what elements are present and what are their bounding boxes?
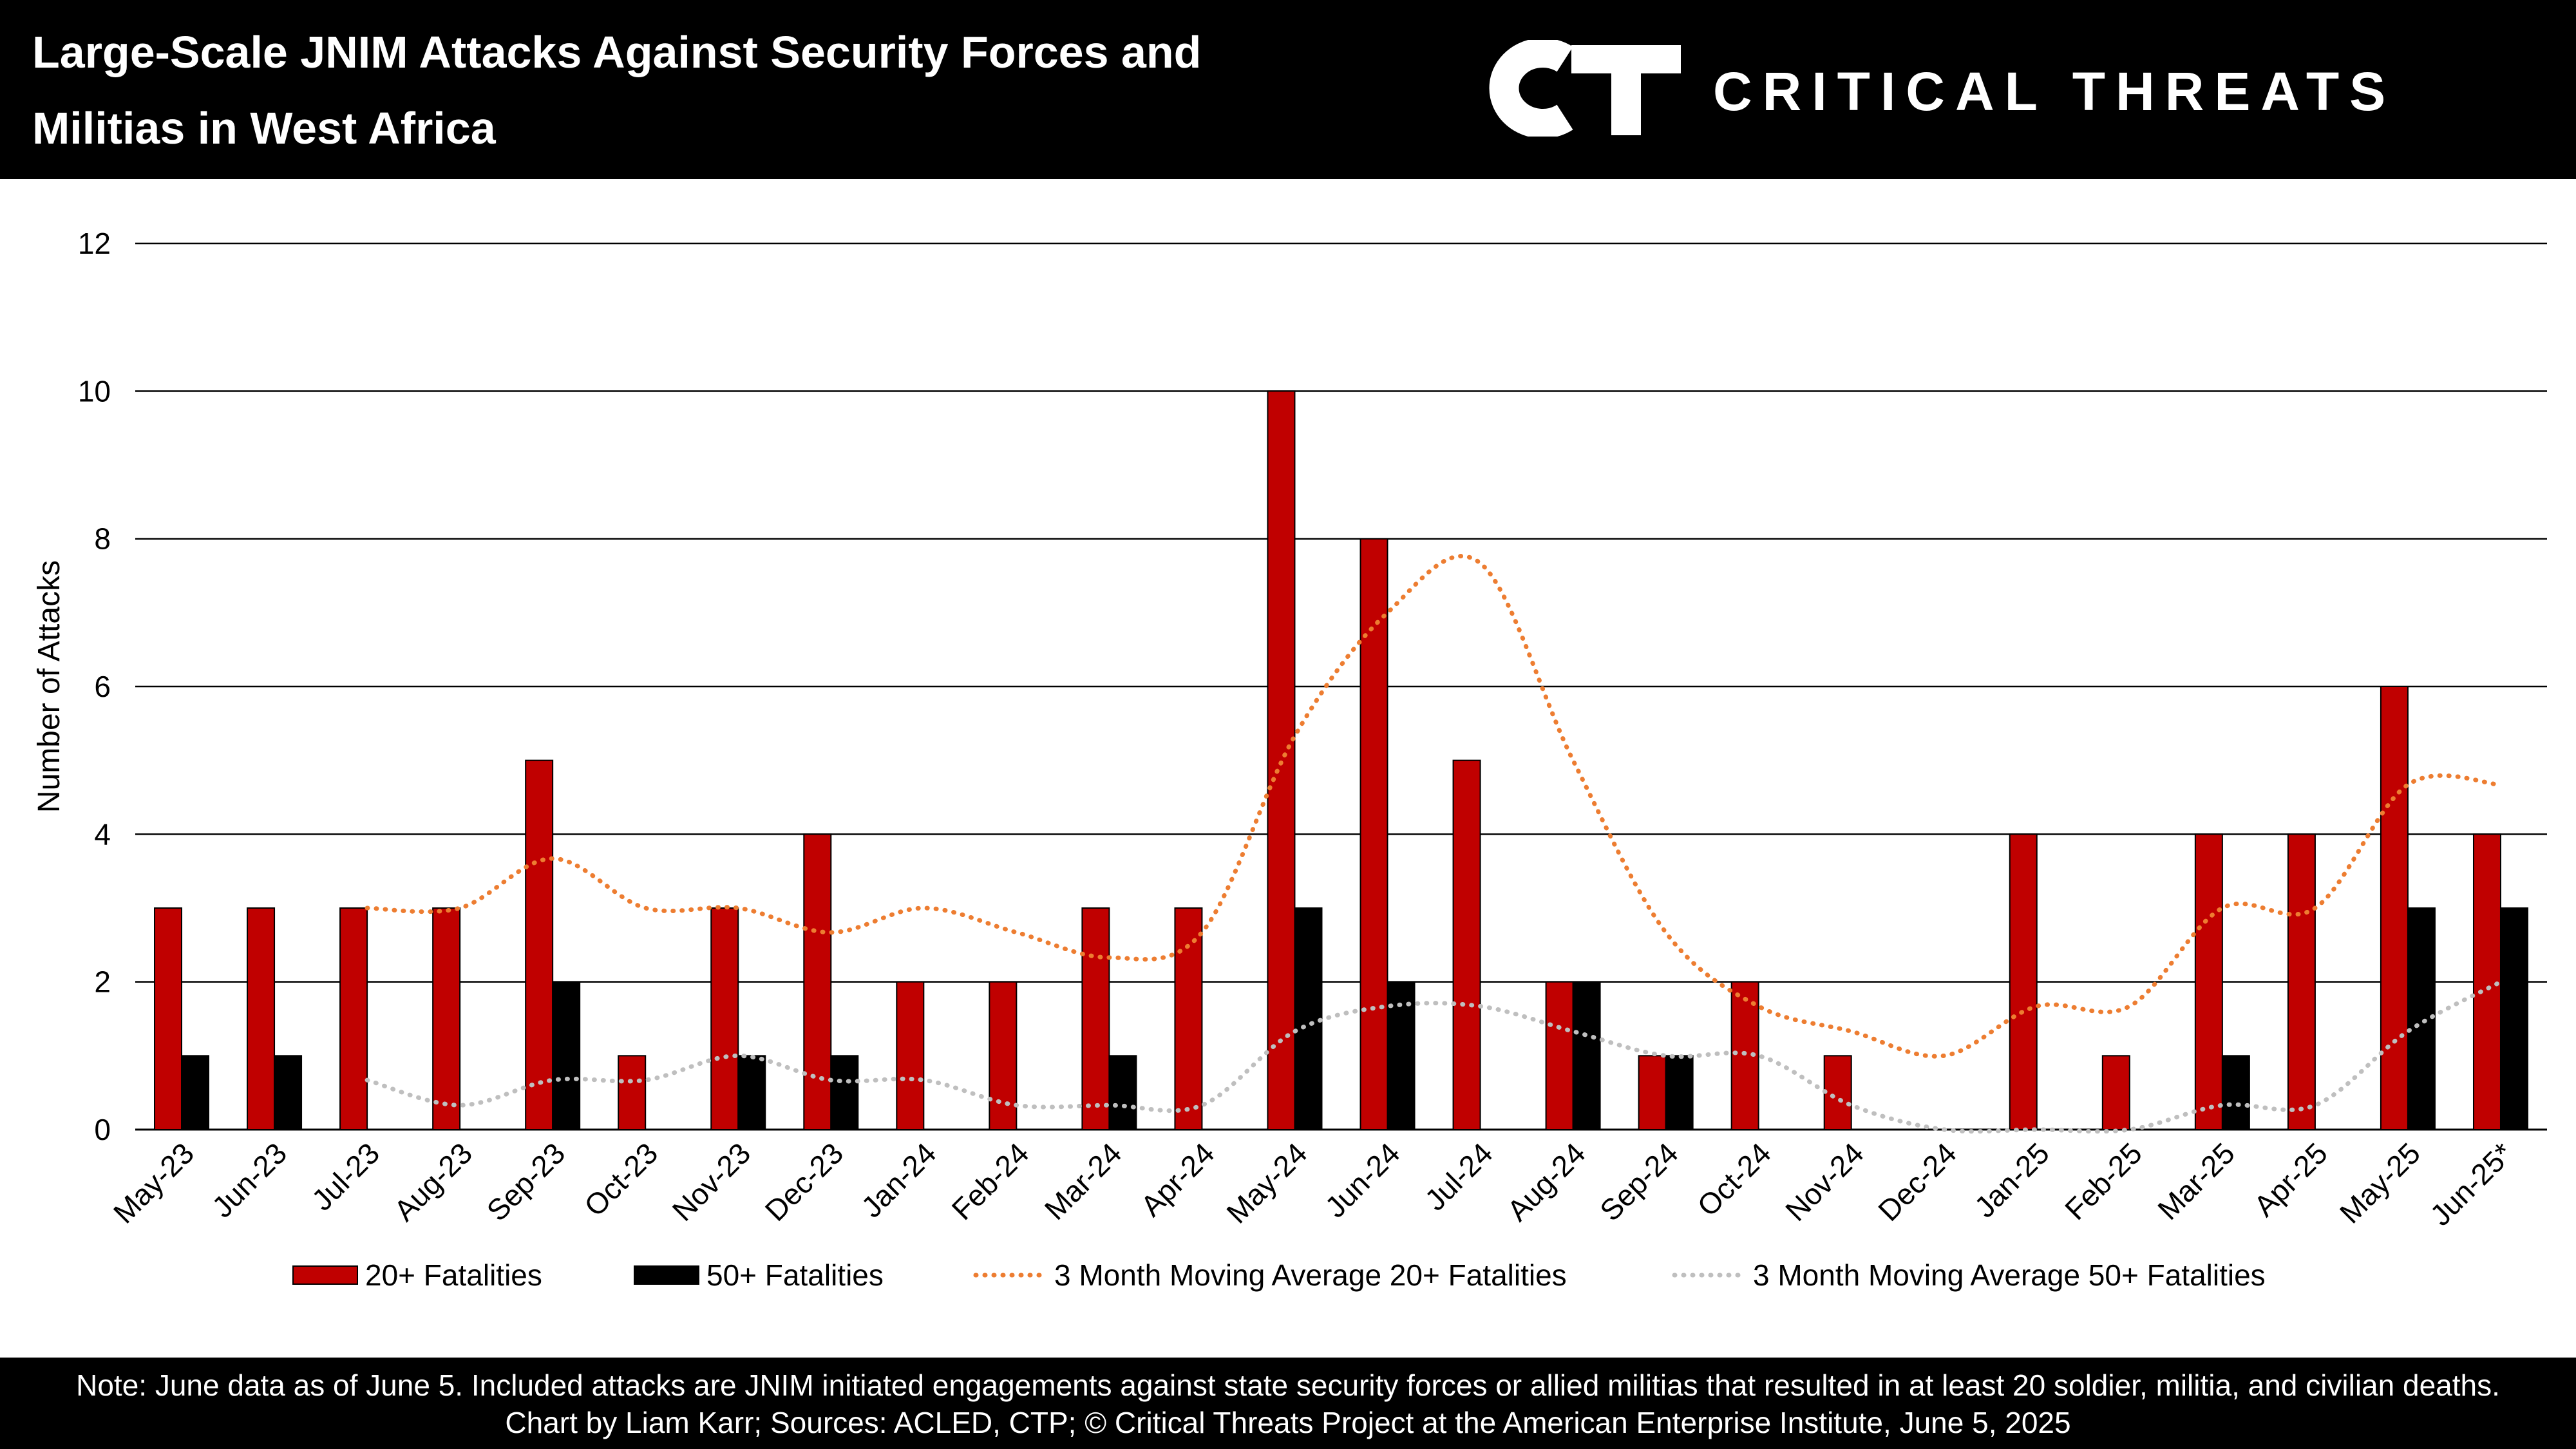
logo-c-shape (1489, 38, 1573, 138)
x-tick-label: May-25 (2333, 1136, 2427, 1229)
x-tick-label: May-24 (1220, 1136, 1313, 1229)
bar-20-plus (1545, 981, 1574, 1130)
y-tick-label: 8 (94, 522, 111, 556)
chart-area: 0 2 4 6 8 10 12 Number of Attacks May-23 Jun-23 Ju… (0, 179, 2576, 1358)
legend-label: 50+ Fatalities (706, 1258, 884, 1292)
x-tick-label: Jul-23 (305, 1136, 386, 1217)
bar-20-plus (2009, 833, 2038, 1130)
bar-50-plus (2407, 907, 2436, 1130)
x-tick-label: Apr-24 (1134, 1136, 1220, 1222)
x-tick-label: Jan-25 (1968, 1136, 2056, 1224)
y-tick-label: 2 (94, 965, 111, 999)
footer-note: Note: June data as of June 5. Included a… (0, 1358, 2576, 1449)
legend-label: 3 Month Moving Average 50+ Fatalities (1753, 1258, 2266, 1292)
bar-20-plus (710, 907, 739, 1130)
bar-20-plus (896, 981, 925, 1130)
x-tick-label: Mar-25 (2151, 1136, 2241, 1226)
x-tick-label: Sep-23 (480, 1136, 572, 1227)
legend-swatch-20-plus (292, 1265, 358, 1285)
bar-50-plus (1108, 1055, 1137, 1131)
bar-20-plus (1823, 1055, 1852, 1131)
bar-20-plus (525, 759, 554, 1130)
bar-50-plus (1572, 981, 1601, 1130)
chart-title-line1: Large-Scale JNIM Attacks Against Securit… (32, 27, 1202, 77)
x-tick-label: Feb-25 (2058, 1136, 2148, 1226)
bar-20-plus (989, 981, 1018, 1130)
y-tick-label: 10 (78, 374, 111, 408)
chart-title: Large-Scale JNIM Attacks Against Securit… (32, 14, 1385, 166)
bar-50-plus (181, 1055, 210, 1131)
x-tick-label: Aug-23 (388, 1136, 479, 1227)
x-tick-label: Dec-24 (1871, 1136, 1963, 1227)
bar-20-plus (339, 907, 368, 1130)
x-tick-label: Nov-24 (1779, 1136, 1870, 1227)
bar-50-plus (1294, 907, 1323, 1130)
header: Large-Scale JNIM Attacks Against Securit… (0, 0, 2576, 179)
bar-20-plus (1081, 907, 1110, 1130)
x-tick-label: Oct-24 (1690, 1136, 1777, 1222)
bar-50-plus (1665, 1055, 1694, 1131)
bar-20-plus (2380, 686, 2409, 1130)
x-tick-label: Dec-23 (759, 1136, 850, 1227)
bar-50-plus (2499, 907, 2528, 1130)
legend-swatch-50-plus (634, 1265, 699, 1285)
ct-logo-mark: CT (1489, 38, 1681, 138)
bar-50-plus (830, 1055, 859, 1131)
x-tick-label: Mar-24 (1038, 1136, 1128, 1226)
x-tick-label: Oct-23 (578, 1136, 664, 1222)
x-tick-label: Jun-23 (205, 1136, 293, 1224)
bar-20-plus (154, 907, 183, 1130)
x-tick-label: Apr-25 (2248, 1136, 2334, 1222)
bar-20-plus (803, 833, 832, 1130)
bar-20-plus (618, 1055, 647, 1131)
moving-average-50-plus-line (365, 980, 2503, 1134)
bar-20-plus (1267, 390, 1296, 1130)
x-tick-label: Nov-23 (666, 1136, 757, 1227)
x-tick-label: Feb-24 (945, 1136, 1036, 1226)
legend-label: 3 Month Moving Average 20+ Fatalities (1054, 1258, 1567, 1292)
logo-text: CRITICAL THREATS (1713, 61, 2396, 122)
bar-20-plus (1638, 1055, 1667, 1131)
legend-label: 20+ Fatalities (365, 1258, 542, 1292)
bar-50-plus (274, 1055, 303, 1131)
x-tick-label: Jan-24 (855, 1136, 942, 1224)
x-tick-label: Aug-24 (1501, 1136, 1592, 1227)
bar-20-plus (1452, 759, 1481, 1130)
bar-20-plus (2194, 833, 2223, 1130)
y-tick-label: 4 (94, 817, 111, 851)
y-axis-title: Number of Attacks (32, 560, 66, 813)
chart-title-line2: Militias in West Africa (32, 103, 496, 153)
x-tick-label: Jun-24 (1318, 1136, 1406, 1224)
bar-50-plus (552, 981, 581, 1130)
bar-20-plus (432, 907, 461, 1130)
footer-note-line1: Note: June data as of June 5. Included a… (76, 1368, 2500, 1402)
bar-20-plus (2101, 1055, 2130, 1131)
x-tick-label: Sep-24 (1593, 1136, 1685, 1227)
y-tick-label: 6 (94, 670, 111, 703)
x-tick-label: May-23 (107, 1136, 200, 1229)
x-tick-label: Jun-25* (2423, 1136, 2519, 1232)
logo-t-stem (1611, 45, 1641, 135)
bar-50-plus (737, 1055, 766, 1131)
bar-20-plus (1359, 538, 1388, 1130)
footer-source-line: Chart by Liam Karr; Sources: ACLED, CTP;… (505, 1406, 2071, 1439)
bar-50-plus (2221, 1055, 2250, 1131)
critical-threats-logo: CT CRITICAL THREATS (1462, 38, 2570, 138)
moving-average-20-plus-line (365, 554, 2503, 1059)
bar-20-plus (1174, 907, 1203, 1130)
bar-20-plus (2287, 833, 2316, 1130)
bar-20-plus (247, 907, 276, 1130)
x-tick-label: Jul-24 (1418, 1136, 1499, 1217)
y-tick-label: 12 (78, 227, 111, 260)
y-tick-label: 0 (94, 1113, 111, 1146)
